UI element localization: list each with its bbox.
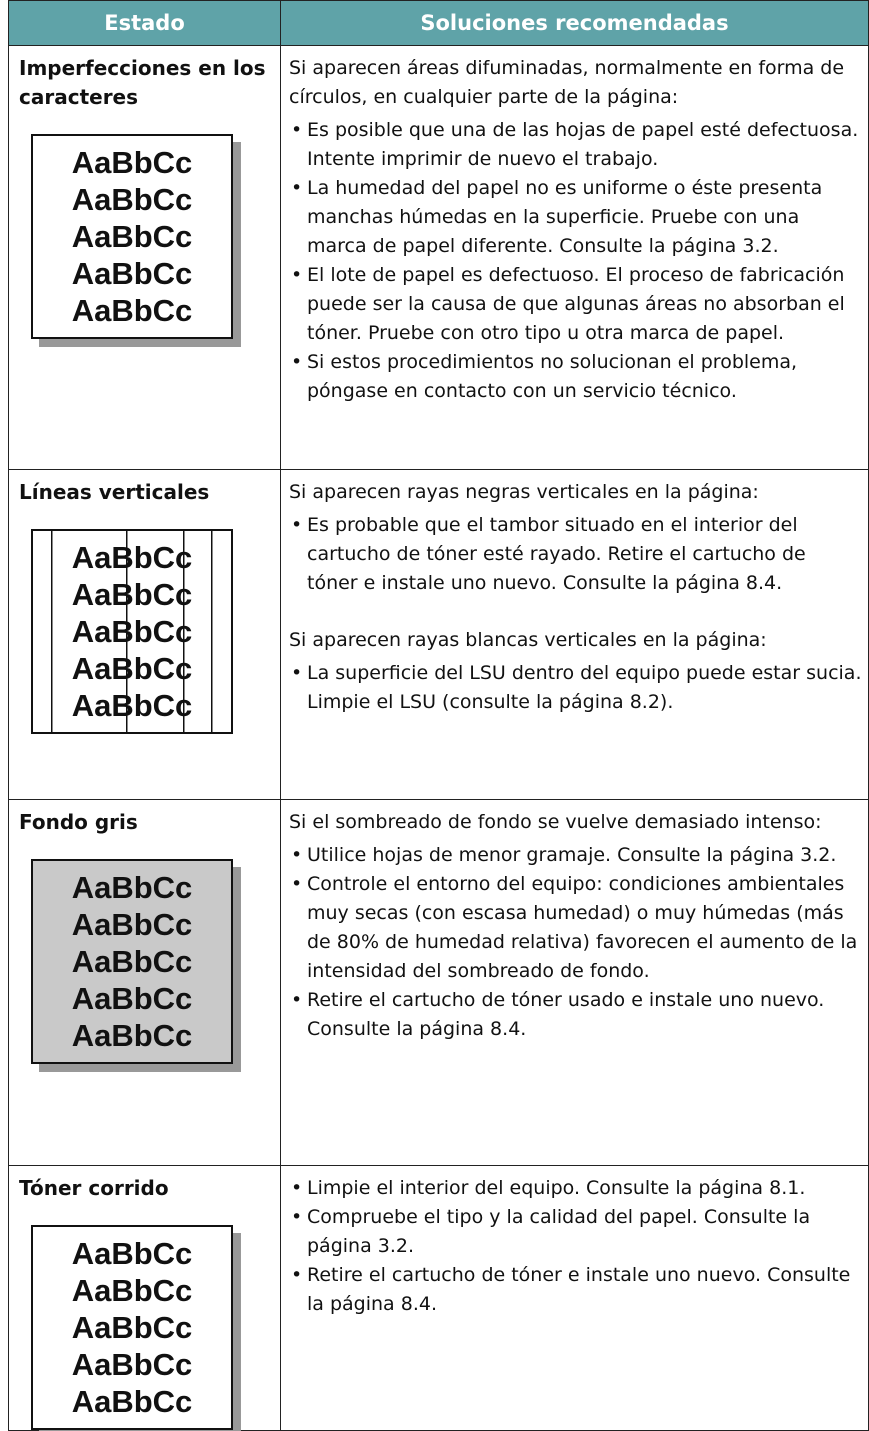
table-row: Tóner corrido AaBbCc AaBbCc AaBbCc AaBbCc AaB… (8, 1165, 869, 1431)
sample-line: AaBbCc (71, 688, 193, 723)
sample-line: AaBbCc (71, 219, 193, 254)
sample-line: AaBbCc (71, 907, 193, 942)
state-label: Fondo gris (19, 810, 138, 834)
sample-line: AaBbCc (71, 1310, 193, 1345)
bullet-list: Es posible que una de las hojas de papel… (289, 116, 862, 406)
sample-line: AaBbCc (71, 1384, 193, 1419)
bullet-item: Limpie el interior del equipo. Consulte … (289, 1174, 862, 1203)
sample-line: AaBbCc (71, 145, 193, 180)
sample-line: AaBbCc (71, 944, 193, 979)
header-cell: Estado (8, 0, 281, 46)
bullet-item: El lote de papel es defectuoso. El proce… (289, 261, 862, 348)
sample-image: AaBbCc AaBbCc AaBbCc AaBbCc AaBbCc (31, 859, 233, 1064)
bullet-list: Utilice hojas de menor gramaje. Consulte… (289, 841, 862, 1044)
state-label: Líneas verticales (19, 480, 210, 504)
solution-cell: Si aparecen rayas negras verticales en l… (280, 469, 869, 800)
bullet-item: Es probable que el tambor situado en el … (289, 511, 862, 598)
bullet-item: La humedad del papel no es uniforme o és… (289, 174, 862, 261)
sample-image: AaBbCc AaBbCc AaBbCc AaBbCc AaBbCc (31, 529, 233, 734)
sample-line: AaBbCc (71, 981, 193, 1016)
bullet-list: Limpie el interior del equipo. Consulte … (289, 1174, 862, 1319)
sample-line: AaBbCc (71, 614, 193, 649)
intro-text: Si aparecen áreas difuminadas, normalmen… (289, 57, 845, 108)
sample-line: AaBbCc (71, 1018, 193, 1053)
header-row: Estado Soluciones recomendadas (8, 0, 869, 46)
table-body: Imperfecciones en los caracteres AaBbCc Aa… (8, 45, 869, 1431)
solution-cell: Si aparecen áreas difuminadas, normalmen… (280, 45, 869, 470)
state-label: Imperfecciones en los caracteres (19, 56, 266, 109)
bullet-item: Si estos procedimientos no solucionan el… (289, 348, 862, 406)
table-row: Imperfecciones en los caracteres AaBbCc Aa… (8, 45, 869, 470)
sample-line: AaBbCc (71, 1347, 193, 1382)
spacer (289, 598, 862, 626)
bullet-item: Retire el cartucho de tóner usado e inst… (289, 986, 862, 1044)
intro-text: Si aparecen rayas blancas verticales en … (289, 629, 767, 651)
intro-text: Si aparecen rayas negras verticales en l… (289, 481, 759, 503)
sample-line: AaBbCc (71, 182, 193, 217)
sample-line: AaBbCc (71, 1236, 193, 1271)
solution-cell: Si el sombreado de fondo se vuelve demas… (280, 799, 869, 1166)
state-cell: Líneas verticales AaBbCc AaBbCc AaBbCc AaBbC… (8, 469, 281, 800)
bullet-item: Compruebe el tipo y la calidad del papel… (289, 1203, 862, 1261)
sample-image: AaBbCc AaBbCc AaBbCc AaBbCc AaBbCc (31, 134, 233, 339)
sample-image: AaBbCc AaBbCc AaBbCc AaBbCc AaBbCc (31, 1225, 233, 1430)
header-cell: Soluciones recomendadas (280, 0, 869, 46)
sample-line: AaBbCc (71, 256, 193, 291)
state-cell: Imperfecciones en los caracteres AaBbCc Aa… (8, 45, 281, 470)
bullet-item: Retire el cartucho de tóner e instale un… (289, 1261, 862, 1319)
troubleshooting-table: Estado Soluciones recomendadas Imperfecc… (8, 0, 869, 1431)
table-row: Líneas verticales AaBbCc AaBbCc AaBbCc AaBbC… (8, 469, 869, 800)
bullet-item: La superficie del LSU dentro del equipo … (289, 659, 862, 717)
sample-line: AaBbCc (71, 540, 193, 575)
bullet-item: Utilice hojas de menor gramaje. Consulte… (289, 841, 862, 870)
sample-line: AaBbCc (71, 293, 193, 328)
bullet-item: Es posible que una de las hojas de papel… (289, 116, 862, 174)
sample-line: AaBbCc (71, 651, 193, 686)
table-row: Fondo gris AaBbCc AaBbCc AaBbCc AaBbCc AaBbCc… (8, 799, 869, 1166)
bullet-list: Es probable que el tambor situado en el … (289, 511, 862, 598)
state-label: Tóner corrido (19, 1176, 169, 1200)
page: Estado Soluciones recomendadas Imperfecc… (0, 0, 869, 1344)
intro-text: Si el sombreado de fondo se vuelve demas… (289, 811, 822, 833)
sample-line: AaBbCc (71, 870, 193, 905)
solution-cell: Limpie el interior del equipo. Consulte … (280, 1165, 869, 1431)
bullet-list: La superficie del LSU dentro del equipo … (289, 659, 862, 717)
state-cell: Fondo gris AaBbCc AaBbCc AaBbCc AaBbCc AaBbCc (8, 799, 281, 1166)
bullet-item: Controle el entorno del equipo: condicio… (289, 870, 862, 986)
sample-line: AaBbCc (71, 1273, 193, 1308)
state-cell: Tóner corrido AaBbCc AaBbCc AaBbCc AaBbCc AaB… (8, 1165, 281, 1431)
sample-line: AaBbCc (71, 577, 193, 612)
